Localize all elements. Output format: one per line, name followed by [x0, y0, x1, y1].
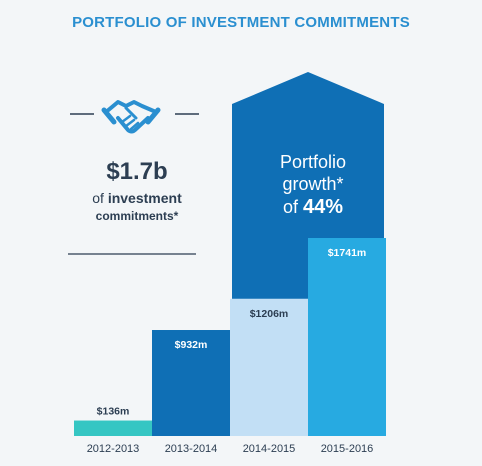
- growth-percent: 44%: [303, 196, 344, 219]
- growth-line1: Portfolio: [279, 152, 347, 172]
- summary-line1-bold: investment: [107, 190, 182, 206]
- x-tick-label: 2015-2016: [321, 443, 374, 455]
- data-label: $1741m: [328, 247, 367, 259]
- bar-2012-2013: [74, 420, 152, 436]
- bar-2014-2015: [230, 298, 308, 436]
- growth-line2: growth*: [282, 173, 344, 194]
- growth-line3-prefix: of: [282, 197, 298, 218]
- growth-line3: of 44%: [248, 195, 378, 219]
- data-label: $136m: [97, 406, 130, 418]
- bar-2015-2016: [308, 238, 386, 436]
- data-label: $932m: [175, 339, 208, 351]
- summary-line1: of investment: [62, 190, 212, 206]
- summary-amount: $1.7b: [106, 158, 168, 185]
- data-label: $1206m: [250, 308, 289, 320]
- chart-title: PORTFOLIO OF INVESTMENT COMMITMENTS: [72, 14, 410, 31]
- summary-line2: commitments*: [95, 209, 179, 223]
- summary-block: $1.7b of investment commitments*: [62, 158, 212, 223]
- handshake-icon: [101, 100, 161, 134]
- bar-2013-2014: [152, 330, 230, 436]
- growth-arrow: [232, 72, 384, 299]
- summary-line1-prefix: of: [92, 190, 104, 206]
- x-tick-label: 2014-2015: [243, 443, 296, 455]
- x-tick-label: 2013-2014: [165, 443, 218, 455]
- growth-callout: Portfolio growth* of 44%: [248, 152, 378, 219]
- x-tick-label: 2012-2013: [87, 443, 140, 455]
